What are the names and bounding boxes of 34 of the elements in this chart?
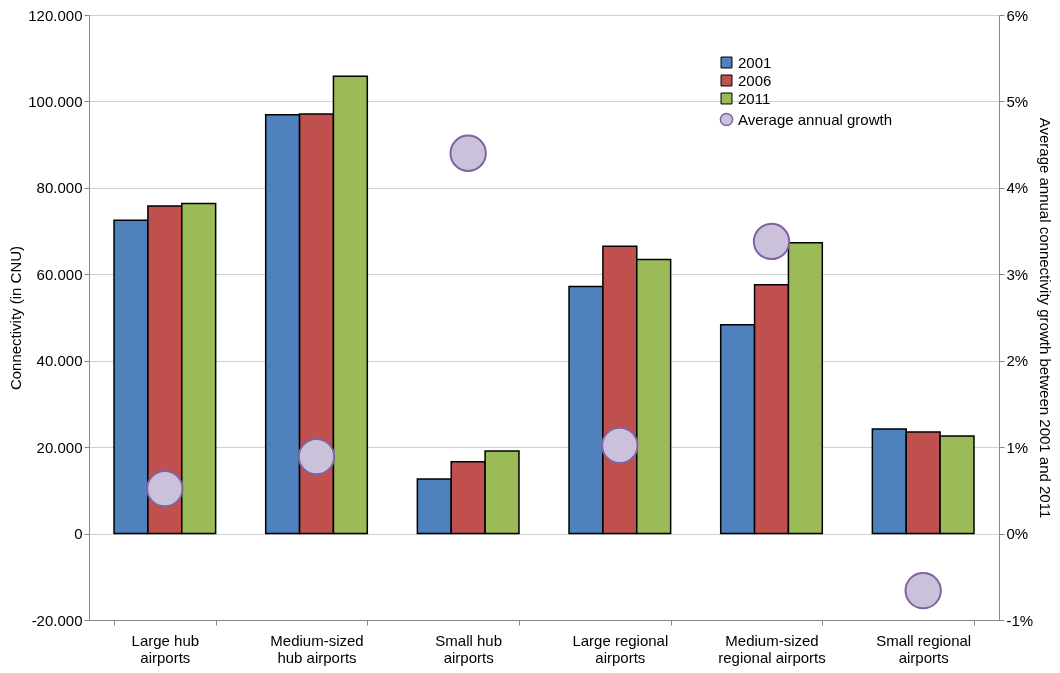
y2-tick-label: 4% <box>1006 179 1029 197</box>
y-axis-title: Connectivity (in CNU) <box>7 245 25 391</box>
x-tick-label: Large regional airports <box>572 631 669 666</box>
y-tick-label: 80.000 <box>36 179 83 197</box>
x-tick-label: Small hub airports <box>435 631 503 666</box>
y-tick-label: 120.000 <box>28 6 83 24</box>
y-tick-label: 20.000 <box>36 438 83 456</box>
x-tick-label: Large hub airports <box>131 631 200 666</box>
y2-tick-label: 0% <box>1006 525 1029 543</box>
x-tick-label: Medium-sized hub airports <box>270 631 364 666</box>
y-tick-label: 60.000 <box>36 265 83 283</box>
point <box>297 438 336 476</box>
legend-label: 2006 <box>738 71 772 89</box>
y2-tick-label: 5% <box>1006 92 1029 110</box>
x-tick-label: Medium-sized regional airports <box>718 631 826 666</box>
y-tick-label: 40.000 <box>36 352 83 370</box>
y-tick-label: -20.000 <box>31 611 83 629</box>
point <box>601 426 639 465</box>
point <box>449 134 487 172</box>
y2-tick-label: -1% <box>1006 611 1034 629</box>
legend-label: 2011 <box>738 89 771 107</box>
point <box>146 469 184 508</box>
y2-tick-label: 6% <box>1006 6 1029 24</box>
y-tick-label: 0 <box>74 525 83 543</box>
x-tick-label: Small regional airports <box>876 631 972 666</box>
y-tick-label: 100.000 <box>28 92 83 110</box>
y2-tick-label: 1% <box>1006 438 1029 456</box>
y2-tick-label: 2% <box>1006 352 1029 370</box>
y2-axis-title: Average annual connectivity growth between 2001 and 2011 <box>1037 117 1055 519</box>
point <box>752 222 791 261</box>
legend-label: Average annual growth <box>738 110 892 128</box>
y2-tick-label: 3% <box>1006 265 1029 283</box>
legend-label: 2001 <box>738 53 772 71</box>
point <box>904 571 942 610</box>
